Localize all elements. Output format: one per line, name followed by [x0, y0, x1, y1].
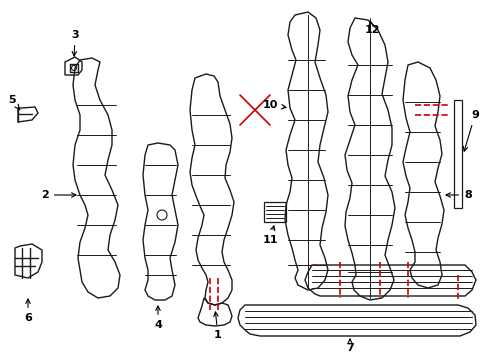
- Text: 9: 9: [462, 110, 478, 151]
- Text: 2: 2: [41, 190, 76, 200]
- Text: 12: 12: [364, 21, 379, 35]
- Text: 7: 7: [346, 339, 353, 353]
- Text: 5: 5: [8, 95, 20, 110]
- Text: 3: 3: [71, 30, 79, 56]
- Text: 10: 10: [262, 100, 285, 110]
- Text: 1: 1: [213, 312, 222, 340]
- Text: 8: 8: [445, 190, 471, 200]
- Text: 11: 11: [262, 226, 277, 245]
- Text: 4: 4: [154, 306, 162, 330]
- Text: 6: 6: [24, 299, 32, 323]
